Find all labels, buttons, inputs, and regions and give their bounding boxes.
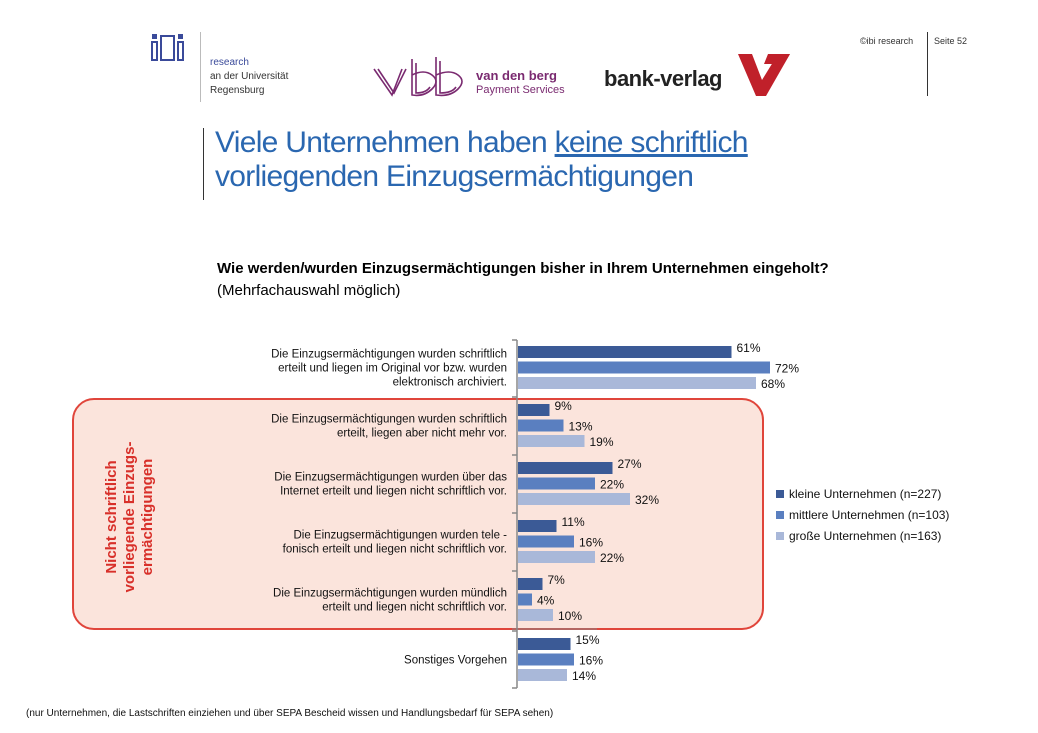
ibi-research-logo	[151, 34, 184, 61]
highlight-label: Nicht schriftlich vorliegende Einzugs- e…	[103, 442, 156, 593]
category-label: Die Einzugsermächtigungen wurden schrift…	[271, 413, 507, 425]
legend-label: große Unternehmen (n=163)	[789, 529, 941, 543]
bank-verlag-name: bank-verlag	[604, 66, 723, 91]
highlight-label-line2: vorliegende Einzugs-	[121, 442, 138, 593]
legend-label: mittlere Unternehmen (n=103)	[789, 508, 949, 522]
van-den-berg-name: van den berg	[476, 68, 557, 83]
bar	[518, 653, 574, 666]
bar	[518, 462, 613, 474]
legend-swatch	[776, 490, 784, 498]
title-part2: vorliegenden Einzugsermächtigungen	[215, 160, 694, 193]
bar	[518, 361, 770, 374]
category-label: Internet erteilt und liegen nicht schrif…	[280, 485, 507, 497]
data-label: 19%	[590, 435, 614, 449]
bar	[518, 535, 574, 548]
bar	[518, 609, 553, 621]
ibi-research-text: research an der Universität Regensburg	[210, 56, 288, 98]
bank-verlag-mark-icon	[738, 54, 790, 96]
category-label: erteilt und liegen im Original vor bzw. …	[278, 362, 507, 374]
highlight-label-line3: ermächtigungen	[139, 459, 156, 576]
question-main: Wie werden/wurden Einzugsermächtigungen …	[217, 260, 829, 277]
data-label: 32%	[635, 493, 659, 507]
legend-swatch	[776, 511, 784, 519]
survey-question: Wie werden/wurden Einzugsermächtigungen …	[217, 258, 857, 302]
category-label: erteilt, liegen aber nicht mehr vor.	[337, 427, 507, 439]
category-label: fonisch erteilt und liegen nicht schrift…	[283, 543, 507, 555]
bar	[518, 346, 732, 358]
bar	[518, 551, 595, 563]
data-label: 4%	[537, 594, 555, 608]
title-divider	[203, 128, 204, 200]
data-label: 68%	[761, 377, 785, 391]
category-label: Die Einzugsermächtigungen wurden über da…	[274, 471, 507, 483]
category-label: elektronisch archiviert.	[393, 376, 507, 388]
category-label: erteilt und liegen nicht schriftlich vor…	[322, 601, 507, 613]
ibi-line-university: an der Universität	[210, 71, 289, 82]
bar	[518, 377, 756, 389]
data-label: 22%	[600, 551, 624, 565]
bar	[518, 638, 571, 650]
bar	[518, 493, 630, 505]
bar	[518, 404, 550, 416]
title-part1: Viele Unternehmen haben	[215, 126, 555, 159]
data-label: 22%	[600, 478, 624, 492]
title-underlined: keine schriftlich	[554, 126, 749, 159]
category-label: Die Einzugsermächtigungen wurden tele -	[293, 529, 507, 541]
data-label: 9%	[555, 399, 573, 413]
data-label: 15%	[576, 633, 600, 647]
copyright-text: ©ibi research	[860, 36, 914, 46]
data-label: 7%	[548, 573, 566, 587]
bar	[518, 419, 564, 432]
footnote: (nur Unternehmen, die Lastschriften einz…	[26, 708, 554, 719]
category-label: Die Einzugsermächtigungen wurden schrift…	[271, 348, 507, 360]
highlight-label-line1: Nicht schriftlich	[103, 460, 120, 573]
bar	[518, 669, 567, 681]
data-label: 13%	[569, 420, 593, 434]
van-den-berg-subtitle: Payment Services	[476, 84, 565, 96]
bar	[518, 593, 532, 606]
bar	[518, 578, 543, 590]
question-note: (Mehrfachauswahl möglich)	[217, 282, 401, 299]
category-label: Sonstiges Vorgehen	[404, 654, 507, 666]
data-label: 10%	[558, 609, 582, 623]
ibi-line-research: research	[210, 57, 249, 68]
data-label: 61%	[737, 341, 761, 355]
data-label: 27%	[618, 457, 642, 471]
page-title: Viele Unternehmen haben keine schriftlic…	[215, 126, 748, 194]
data-label: 11%	[562, 515, 585, 529]
highlight-box	[72, 398, 764, 630]
bar	[518, 477, 595, 490]
ibi-line-city: Regensburg	[210, 85, 265, 96]
legend-swatch	[776, 532, 784, 540]
ibi-divider	[200, 32, 201, 102]
bar	[518, 520, 557, 532]
data-label: 16%	[579, 654, 603, 668]
category-label: Die Einzugsermächtigungen wurden mündlic…	[273, 587, 507, 599]
page-number: Seite 52	[934, 36, 968, 46]
bar	[518, 435, 585, 447]
data-label: 72%	[775, 362, 799, 376]
data-label: 16%	[579, 536, 603, 550]
legend-label: kleine Unternehmen (n=227)	[789, 487, 941, 501]
van-den-berg-logo	[373, 57, 463, 97]
corner-divider	[927, 32, 928, 96]
data-label: 14%	[572, 669, 596, 683]
